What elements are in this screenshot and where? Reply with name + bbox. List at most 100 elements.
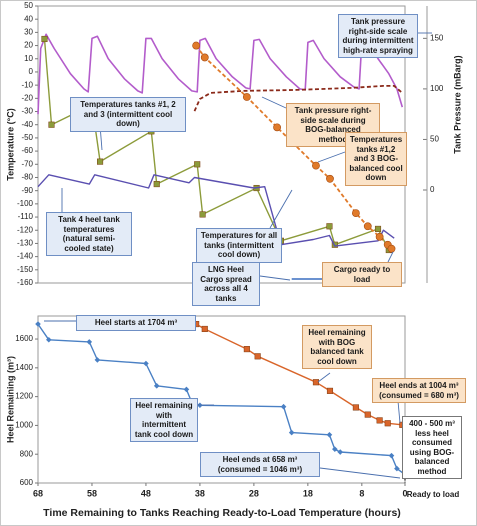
x-tick-label: 28 (249, 488, 259, 498)
point-marker (254, 353, 261, 360)
point-marker (148, 128, 155, 135)
annotation-leader (261, 96, 287, 109)
x-tick-label: 68 (33, 488, 43, 498)
point-marker (273, 123, 281, 132)
point-marker (194, 161, 201, 168)
point-marker (243, 346, 250, 353)
point-marker (280, 403, 287, 410)
y-tick-label: -160 (17, 278, 34, 287)
y-tick-label: 30 (24, 27, 33, 36)
point-marker (242, 93, 251, 101)
point-marker (153, 383, 160, 389)
y-tick-label: -10 (21, 80, 33, 89)
point-marker (201, 325, 208, 333)
point-marker (45, 336, 52, 343)
x-axis-title: Time Remaining to Tanks Reaching Ready-t… (43, 507, 401, 519)
point-marker (376, 417, 383, 424)
y-tick-label: 1200 (15, 392, 33, 401)
y-tick-label: 800 (20, 449, 34, 458)
point-marker (153, 181, 160, 188)
y-tick-label: -20 (21, 93, 33, 102)
point-marker (351, 209, 360, 217)
y-tick-label: -60 (21, 146, 33, 155)
y-tick-label: -130 (17, 239, 34, 248)
y-tick-label: -30 (21, 107, 33, 116)
point-marker (375, 232, 384, 241)
point-marker (394, 465, 400, 472)
x-tick-label: 38 (195, 488, 205, 498)
y-tick-label: -80 (21, 173, 33, 182)
point-marker (97, 158, 104, 165)
point-marker (364, 411, 371, 418)
x-tick-label: 8 (359, 488, 364, 498)
y-tick-label: -120 (17, 225, 34, 234)
annotation-leader (397, 400, 401, 424)
y-tick-label: 10 (24, 54, 33, 63)
x-tick-label: 18 (303, 488, 313, 498)
point-marker (193, 321, 200, 328)
y-tick-label: 600 (20, 478, 34, 487)
point-marker (200, 53, 209, 62)
annotation-leader (317, 372, 331, 383)
point-marker (192, 41, 201, 50)
point-marker (326, 431, 333, 438)
point-marker (183, 386, 190, 393)
y-tick-label: 1400 (15, 363, 33, 372)
y2-tick-label: 150 (430, 33, 444, 42)
y-tick-label: 1000 (15, 421, 33, 430)
y-tick-label: -90 (21, 186, 33, 195)
series-line (193, 85, 403, 112)
y2-tick-label: 50 (430, 135, 439, 144)
point-marker (88, 101, 96, 108)
point-marker (199, 211, 206, 218)
point-marker (35, 321, 41, 327)
point-marker (41, 35, 48, 43)
y-tick-label: -100 (17, 199, 34, 208)
point-marker (374, 225, 382, 232)
y-tick-label: -150 (17, 265, 34, 274)
point-marker (143, 360, 149, 367)
point-marker (86, 339, 93, 345)
series-line (37, 33, 404, 115)
series-line (37, 174, 395, 247)
x-tick-label: 48 (141, 488, 151, 498)
annotation-leader (317, 151, 346, 163)
point-marker (94, 357, 101, 363)
y-tick-label: -70 (21, 159, 33, 168)
x-tick-label: 58 (87, 488, 97, 498)
y-tick-label: -110 (18, 212, 34, 221)
point-marker (312, 161, 320, 170)
point-marker (312, 379, 319, 386)
point-marker (326, 387, 334, 394)
point-marker (387, 244, 396, 253)
annotation-leader (259, 275, 291, 281)
point-marker (326, 223, 333, 230)
point-marker (352, 404, 359, 411)
annotation-leader (269, 189, 293, 229)
annotation-leader (319, 467, 401, 479)
y-tick-label: 1600 (15, 334, 33, 343)
annotation-leader (387, 251, 394, 263)
point-marker (384, 420, 391, 427)
y-tick-label: 50 (24, 1, 33, 10)
point-marker (288, 429, 295, 436)
y-axis-title: Heel Remaining (m³) (5, 356, 15, 443)
y2-axis-title: Tank Pressure (mBarg) (452, 55, 462, 153)
y2-tick-label: 100 (430, 84, 444, 93)
y-tick-label: -50 (21, 133, 33, 142)
y-axis-title: Temperature (°C) (5, 108, 15, 180)
y-tick-label: -40 (21, 120, 33, 129)
y2-tick-label: 0 (430, 185, 435, 194)
point-marker (388, 452, 395, 459)
point-marker (337, 449, 344, 455)
y-tick-label: 0 (29, 67, 34, 76)
point-marker (48, 121, 55, 128)
point-marker (326, 174, 334, 183)
y-tick-label: -140 (17, 252, 34, 261)
x-tick-label: 0 (402, 488, 407, 498)
point-marker (363, 222, 372, 231)
y-tick-label: 20 (24, 41, 33, 50)
point-marker (332, 446, 338, 452)
